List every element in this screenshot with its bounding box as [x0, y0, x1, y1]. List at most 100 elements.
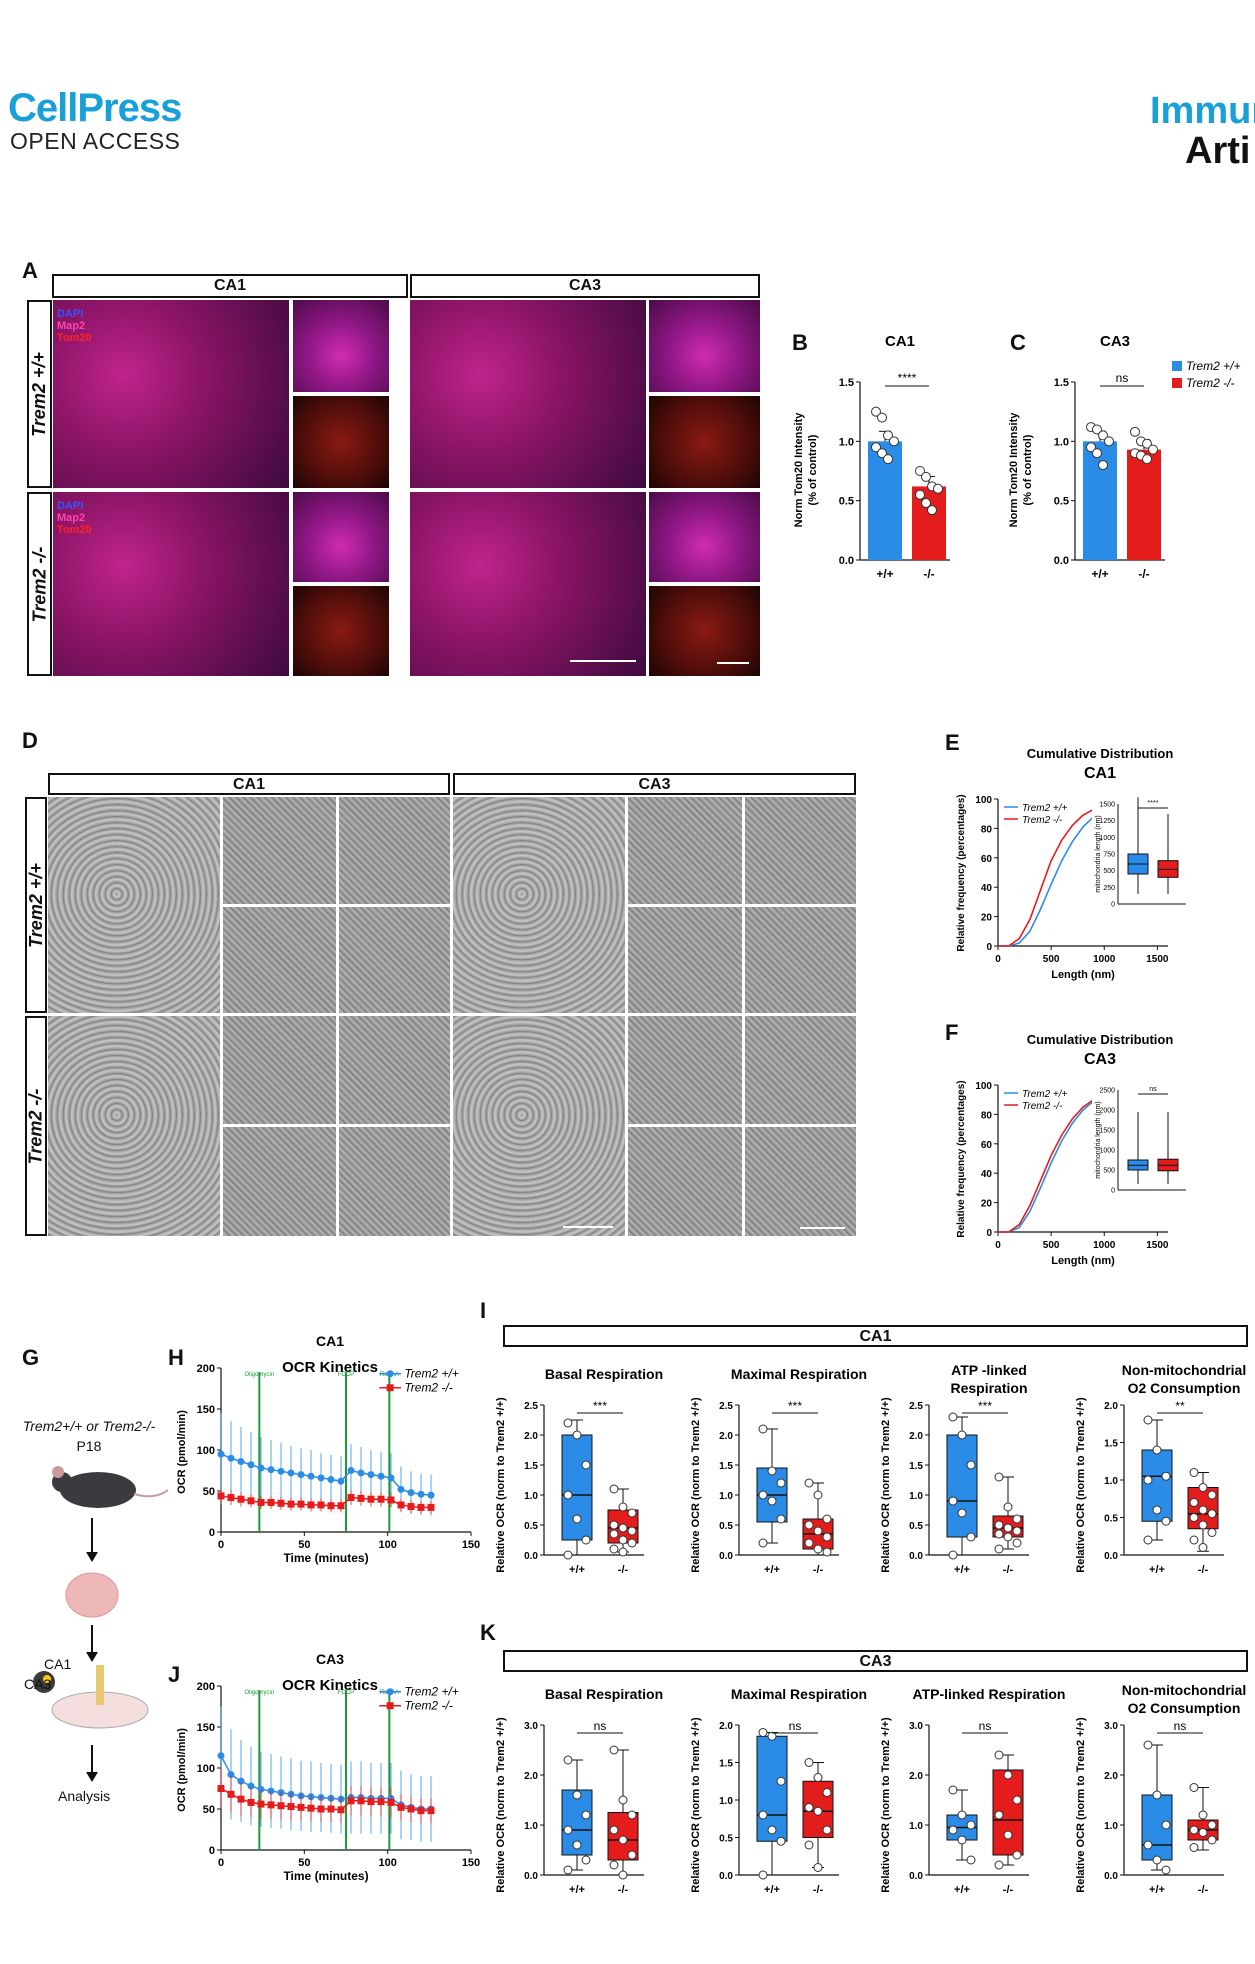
y-tick-label: 60 [981, 1140, 993, 1151]
panel-label-k: K [480, 1620, 496, 1645]
y-tick-label: 0.5 [839, 496, 854, 508]
data-point [327, 1476, 335, 1484]
y-tick-label: 1.5 [909, 1461, 923, 1472]
data-point [357, 1469, 365, 1477]
data-point [407, 1805, 415, 1813]
data-point [1012, 1850, 1022, 1860]
data-point [948, 1412, 958, 1422]
data-point [871, 406, 881, 417]
inset-y-tick-label: 1000 [1099, 1148, 1115, 1155]
y-tick-label: 100 [975, 1081, 992, 1092]
data-point [217, 1752, 225, 1760]
x-tick-label: -/- [923, 567, 934, 581]
data-point [627, 1850, 637, 1860]
micrograph-ca1-wt-map2 [293, 300, 389, 392]
data-point [627, 1526, 637, 1536]
y-tick-label: 50 [203, 1486, 215, 1498]
micrograph-ca3-ko-tom20 [649, 586, 760, 676]
legend-label: Trem2 +/+ [404, 1367, 458, 1381]
chart-title: CA1 [316, 1333, 344, 1349]
data-point [994, 1472, 1004, 1482]
schematic-genotype-title: Trem2+/+ or Trem2-/- [22, 1418, 156, 1434]
x-tick-label: +/+ [569, 1564, 585, 1576]
em-ca3-ko-mito-1 [628, 1016, 742, 1124]
x-tick-label: +/+ [1149, 1884, 1165, 1896]
chart-subtitle: CA1 [1084, 765, 1116, 782]
x-tick-label: 150 [462, 1857, 480, 1869]
y-tick-label: 0.0 [909, 1871, 923, 1882]
cellpress-logo: CellPress [8, 86, 182, 130]
significance-label: *** [593, 1399, 607, 1413]
y-tick-label: 1.5 [839, 377, 854, 389]
data-point [227, 1454, 235, 1462]
data-point [776, 1836, 786, 1846]
data-point [1189, 1535, 1199, 1545]
data-point [1143, 1740, 1153, 1750]
data-point [427, 1503, 435, 1511]
data-point [1161, 1865, 1171, 1875]
data-point [915, 489, 925, 500]
significance-label: ns [1174, 1719, 1187, 1733]
chart-h-ocr-ca1: CA1 OCR Kinetics OCR (pmol/min) 0 50 100 150 20… [176, 1333, 480, 1565]
chart-subtitle: OCR Kinetics [282, 1359, 378, 1376]
significance-label: *** [978, 1399, 992, 1413]
bar [1127, 449, 1161, 560]
data-point [813, 1863, 823, 1872]
data-point [1189, 1513, 1199, 1522]
y-tick-label: 1.0 [524, 1821, 538, 1832]
data-point [307, 1804, 315, 1812]
data-point [1152, 1445, 1162, 1455]
data-point [804, 1840, 814, 1850]
data-point [758, 1870, 768, 1880]
data-point [609, 1484, 619, 1494]
scale-bar [800, 1227, 845, 1229]
data-point [247, 1497, 255, 1505]
significance-label: *** [788, 1399, 802, 1413]
panel-label-e: E [945, 730, 960, 755]
panel-i-header: CA1 [503, 1325, 1248, 1347]
data-point [776, 1514, 786, 1524]
data-point [889, 436, 899, 447]
y-axis-label: OCR (pmol/min) [176, 1410, 188, 1494]
box-chart-title: O2 Consumption [1128, 1700, 1241, 1716]
data-point [1104, 436, 1114, 447]
data-point [1003, 1523, 1013, 1533]
x-tick-label: -/- [1003, 1564, 1014, 1576]
data-point [813, 1773, 823, 1782]
data-point [618, 1535, 628, 1545]
series-line [220, 1755, 431, 1810]
x-tick-label: +/+ [954, 1884, 970, 1896]
x-tick-label: 1500 [1146, 1240, 1169, 1251]
y-tick-label: 150 [197, 1722, 215, 1734]
scale-bar [563, 1226, 613, 1228]
data-point [948, 1496, 958, 1506]
data-point [618, 1523, 628, 1533]
data-point [317, 1474, 325, 1482]
data-point [948, 1785, 958, 1795]
x-tick-label: -/- [1198, 1884, 1209, 1896]
article-type: Arti [1185, 130, 1251, 172]
data-point [883, 430, 893, 441]
data-point [277, 1467, 285, 1475]
y-tick-label: 2.0 [909, 1771, 923, 1782]
data-point [417, 1490, 425, 1498]
data-point [317, 1501, 325, 1509]
micrograph-ca1-ko-merge: DAPI Map2 Tom20 [53, 492, 289, 676]
data-point [237, 1795, 245, 1803]
data-point [267, 1801, 275, 1809]
data-point [1012, 1526, 1022, 1536]
data-point [618, 1870, 628, 1880]
data-point [871, 442, 881, 453]
y-tick-label: 1.0 [719, 1491, 733, 1502]
em-ca1-ko-cell [48, 1016, 220, 1236]
data-point [609, 1825, 619, 1835]
data-point [217, 1450, 225, 1458]
y-axis-label: Relative OCR (norm to Trem2 +/+) [690, 1717, 702, 1893]
y-tick-label: 40 [981, 1169, 993, 1180]
data-point [277, 1499, 285, 1507]
y-tick-label: 20 [981, 913, 993, 924]
data-point [627, 1538, 637, 1548]
y-tick-label: 3.0 [1104, 1721, 1118, 1732]
inset-significance: ns [1149, 1086, 1157, 1093]
legend-bc: Trem2 +/+ Trem2 -/- [1172, 359, 1240, 390]
